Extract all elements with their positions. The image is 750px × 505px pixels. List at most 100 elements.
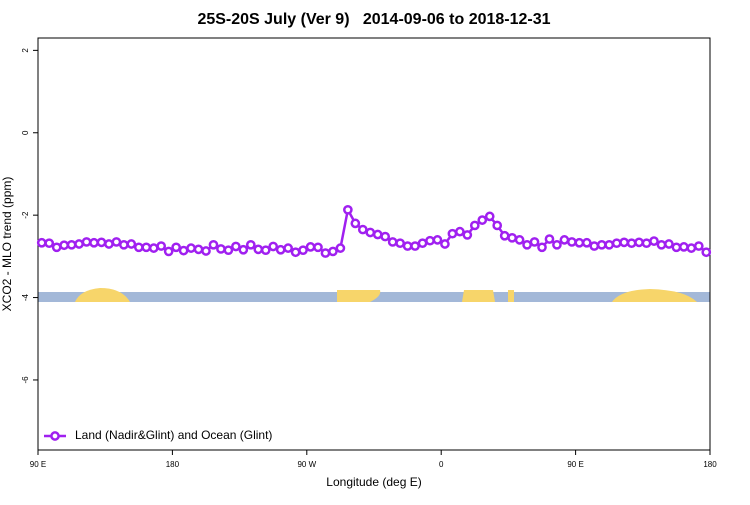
point — [425, 235, 435, 246]
x-tick-label: 180 — [166, 460, 180, 469]
point — [671, 242, 682, 253]
point — [664, 239, 674, 249]
point — [447, 228, 458, 239]
point — [589, 241, 600, 251]
land-band — [462, 290, 495, 302]
point — [51, 242, 62, 253]
x-tick-label: 90 E — [567, 460, 583, 469]
point — [223, 245, 234, 256]
point — [283, 243, 293, 253]
point — [440, 239, 450, 249]
point — [231, 241, 241, 252]
point — [649, 236, 659, 246]
land-ocean-band — [38, 288, 710, 302]
point — [492, 220, 503, 231]
point — [357, 224, 368, 235]
point — [656, 239, 667, 250]
point — [260, 245, 271, 256]
point — [544, 234, 555, 244]
point — [178, 245, 189, 256]
point — [208, 239, 219, 250]
point — [417, 238, 428, 249]
point — [626, 238, 637, 249]
point — [604, 239, 615, 250]
point — [365, 227, 376, 238]
point — [514, 235, 525, 245]
y-tick-label: -2 — [21, 211, 30, 219]
x-tick-label: 180 — [703, 460, 717, 469]
point — [74, 239, 84, 249]
point — [268, 241, 279, 252]
point — [126, 239, 137, 249]
point — [395, 238, 405, 249]
y-tick-label: -4 — [21, 293, 30, 301]
point — [537, 242, 547, 253]
x-axis-label: Longitude (deg E) — [326, 475, 421, 489]
point — [156, 241, 167, 251]
point — [163, 246, 174, 257]
point — [59, 240, 69, 251]
point — [552, 239, 562, 250]
point — [693, 241, 704, 251]
point — [402, 241, 413, 251]
land-band — [508, 290, 514, 302]
point — [701, 247, 712, 258]
point — [186, 243, 196, 253]
point — [410, 241, 420, 251]
chart-title: 25S-20S July (Ver 9) 2014-09-06 to 2018-… — [197, 11, 550, 28]
point — [634, 237, 644, 248]
point — [387, 237, 398, 247]
point — [111, 237, 122, 247]
y-tick-label: 2 — [21, 48, 30, 53]
point — [455, 226, 465, 237]
point — [44, 238, 55, 249]
y-tick-label: -6 — [21, 376, 30, 384]
x-tick-label: 0 — [439, 460, 444, 469]
point — [619, 237, 629, 248]
point — [529, 237, 540, 247]
x-tick-label: 90 W — [297, 460, 316, 469]
point — [119, 239, 129, 250]
point — [298, 245, 308, 256]
point — [104, 239, 114, 249]
point — [596, 239, 607, 250]
land-band — [612, 289, 697, 302]
point — [171, 242, 181, 253]
point — [89, 237, 99, 248]
point — [148, 243, 159, 253]
point — [641, 238, 652, 249]
point — [305, 242, 316, 252]
point — [238, 244, 249, 255]
point — [477, 215, 488, 225]
point — [343, 204, 353, 215]
x-tick-label: 90 E — [30, 460, 46, 469]
point — [275, 244, 286, 255]
y-axis-label: XCO2 - MLO trend (ppm) — [0, 177, 14, 312]
land-band — [75, 288, 130, 302]
legend-marker — [50, 431, 60, 441]
point — [290, 247, 301, 258]
point — [201, 246, 211, 256]
point — [335, 243, 346, 253]
point — [559, 235, 570, 245]
point — [66, 239, 77, 250]
point — [372, 229, 383, 240]
point — [522, 239, 532, 250]
y-tick-label: 0 — [21, 130, 30, 135]
point — [350, 218, 361, 229]
point — [611, 238, 622, 249]
point — [462, 230, 473, 240]
point — [499, 230, 510, 241]
point — [469, 220, 480, 231]
point — [567, 237, 577, 247]
point — [81, 237, 92, 247]
point — [36, 237, 47, 248]
point — [328, 246, 338, 257]
point — [245, 239, 256, 250]
point — [679, 242, 689, 252]
point — [507, 232, 517, 243]
point — [484, 211, 495, 222]
point — [686, 243, 697, 253]
point — [320, 248, 331, 258]
